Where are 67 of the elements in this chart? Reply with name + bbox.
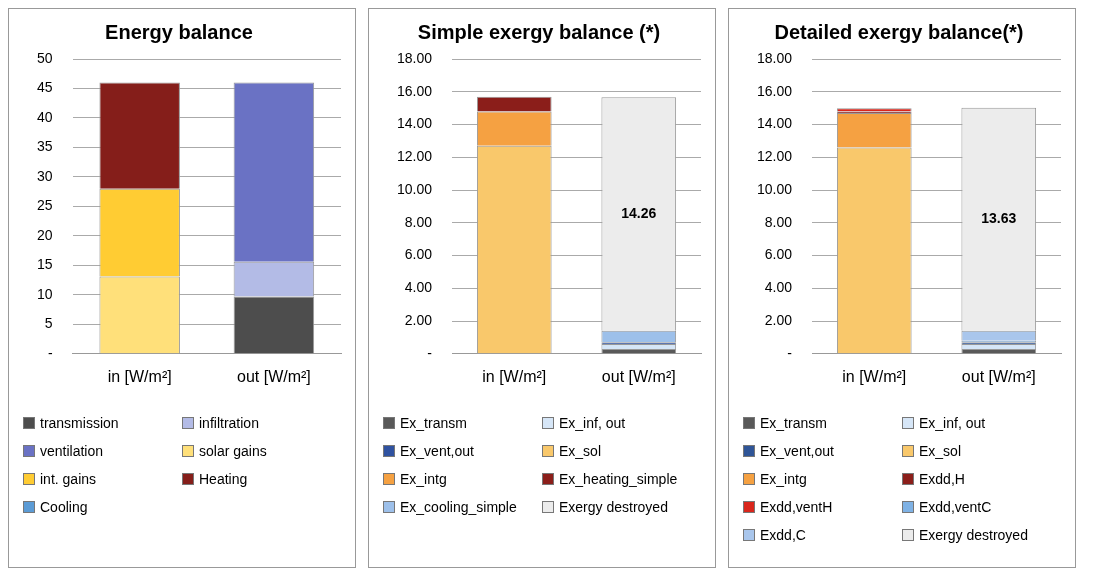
x-tick-label: in [W/m²] xyxy=(842,367,907,385)
y-tick-label: 8.00 xyxy=(764,213,793,230)
y-tick-label: 30 xyxy=(36,167,53,184)
legend-label: infiltration xyxy=(199,415,259,431)
y-tick-label: 50 xyxy=(36,49,53,66)
y-tick-label: 2.00 xyxy=(404,311,433,328)
y-tick-label: 12.00 xyxy=(396,148,433,165)
legend-label: int. gains xyxy=(40,471,97,487)
y-tick-label: 20 xyxy=(36,226,53,243)
x-tick-label: in [W/m²] xyxy=(107,367,172,385)
x-tick-label: out [W/m²] xyxy=(601,367,676,385)
y-tick-label: 10.00 xyxy=(756,180,793,197)
legend-label: Ex_transm xyxy=(760,415,827,431)
chart-title: Simple exergy balance (*) xyxy=(417,20,661,43)
legend-label: Exdd,ventH xyxy=(760,499,833,515)
y-tick-label: 6.00 xyxy=(404,246,433,263)
y-tick-label: 45 xyxy=(36,79,53,96)
legend-label: Ex_transm xyxy=(400,415,467,431)
y-tick-label: 25 xyxy=(36,197,53,214)
legend-label: Ex_intg xyxy=(400,471,447,487)
legend-label: Ex_inf, out xyxy=(919,415,986,431)
legend-label: Ex_inf, out xyxy=(559,415,626,431)
y-tick-label: 18.00 xyxy=(756,49,793,66)
legend-label: Exergy destroyed xyxy=(559,499,668,515)
y-tick-label: 35 xyxy=(36,138,53,155)
legend-label: Exdd,C xyxy=(760,527,806,543)
y-tick-label: 4.00 xyxy=(764,279,793,296)
legend-label: Ex_cooling_simple xyxy=(400,499,517,515)
y-tick-label: 10 xyxy=(36,285,53,302)
y-tick-label: 4.00 xyxy=(404,279,433,296)
legend-label: Ex_vent,out xyxy=(400,443,474,459)
chart-title: Detailed exergy balance(*) xyxy=(774,20,1024,43)
x-tick-label: out [W/m²] xyxy=(961,367,1036,385)
y-tick-label: - xyxy=(47,344,53,361)
y-tick-label: 2.00 xyxy=(764,311,793,328)
chart-title: Energy balance xyxy=(105,20,253,43)
legend-label: Cooling xyxy=(40,499,88,515)
y-tick-label: 15 xyxy=(36,256,53,273)
y-tick-label: 18.00 xyxy=(396,49,433,66)
y-tick-label: 16.00 xyxy=(396,82,433,99)
y-tick-label: 40 xyxy=(36,108,53,125)
legend-label: Heating xyxy=(199,471,248,487)
y-tick-label: 16.00 xyxy=(756,82,793,99)
x-tick-label: in [W/m²] xyxy=(482,367,547,385)
legend-label: Ex_sol xyxy=(919,443,962,459)
legend-label: Ex_vent,out xyxy=(760,443,834,459)
legend-label: Ex_intg xyxy=(760,471,807,487)
legend-label: Exdd,H xyxy=(919,471,965,487)
y-tick-label: 14.00 xyxy=(396,115,433,132)
legend-label: ventilation xyxy=(40,443,104,459)
y-tick-label: 10.00 xyxy=(396,180,433,197)
data-label: 13.63 xyxy=(981,210,1017,227)
y-tick-label: - xyxy=(787,344,793,361)
y-tick-label: - xyxy=(427,344,433,361)
data-label: 14.26 xyxy=(621,204,657,221)
legend-label: solar gains xyxy=(199,443,267,459)
y-tick-label: 8.00 xyxy=(404,213,433,230)
legend-label: transmission xyxy=(40,415,119,431)
y-tick-label: 14.00 xyxy=(756,115,793,132)
y-tick-label: 12.00 xyxy=(756,148,793,165)
y-tick-label: 6.00 xyxy=(764,246,793,263)
legend-label: Exergy destroyed xyxy=(919,527,1028,543)
x-tick-label: out [W/m²] xyxy=(237,367,311,385)
legend-label: Exdd,ventC xyxy=(919,499,992,515)
y-tick-label: 5 xyxy=(44,315,53,332)
legend-label: Ex_sol xyxy=(559,443,602,459)
legend-label: Ex_heating_simple xyxy=(559,471,678,487)
